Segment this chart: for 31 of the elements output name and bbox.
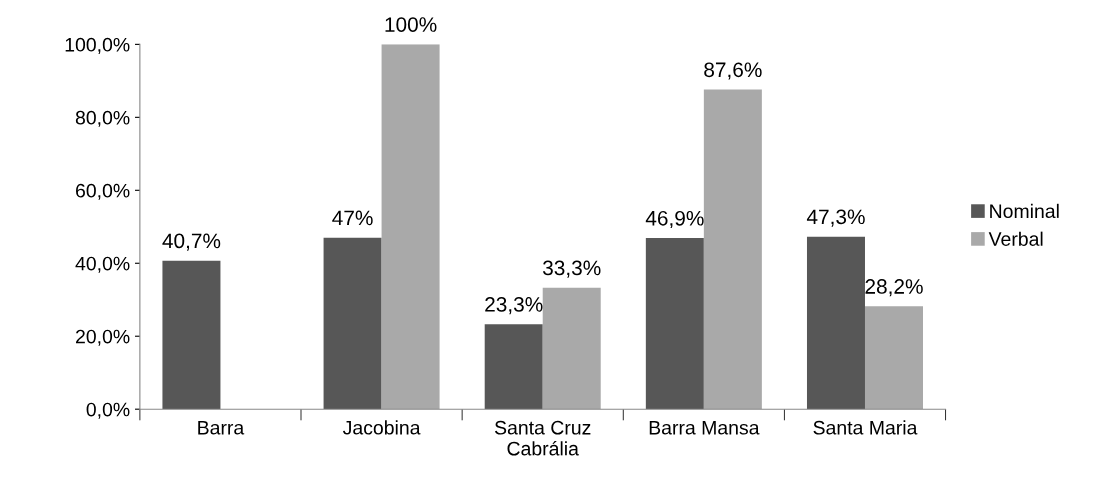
y-tick-label: 80,0% [75,110,130,127]
y-tick-label: 20,0% [76,329,130,346]
x-tick-label: Santa Cruz Cabrália [494,420,591,456]
data-label: 28,2% [865,279,923,297]
bar [864,306,923,410]
x-tick-label: Barra Mansa [649,421,760,435]
bar [323,237,382,410]
y-tick-label: 0,0% [86,402,130,419]
legend-label: Nominal [990,203,1059,219]
data-label: 23,3% [485,296,543,315]
bar [381,44,440,410]
bar [806,236,865,410]
bar [542,287,601,410]
y-tick-label: 40,0% [75,256,130,273]
x-tick-label: Jacobina [342,420,421,435]
y-tick-label: 60,0% [76,183,130,200]
bar [484,324,543,410]
legend-label: Verbal [988,231,1043,246]
data-label: 47% [332,210,373,226]
x-tick-label: Barra [198,421,245,435]
y-tick-label: 100,0% [65,37,130,54]
bar [645,238,704,410]
bar [703,89,762,410]
bar [162,260,221,410]
data-label: 100% [385,17,437,32]
data-label: 87,6% [704,62,762,80]
data-label: 40,7% [162,233,221,251]
data-label: 46,9% [645,210,704,229]
data-label: 33,3% [542,260,601,278]
data-label: 47,3% [806,209,865,227]
x-tick-label: Santa Maria [813,420,918,435]
